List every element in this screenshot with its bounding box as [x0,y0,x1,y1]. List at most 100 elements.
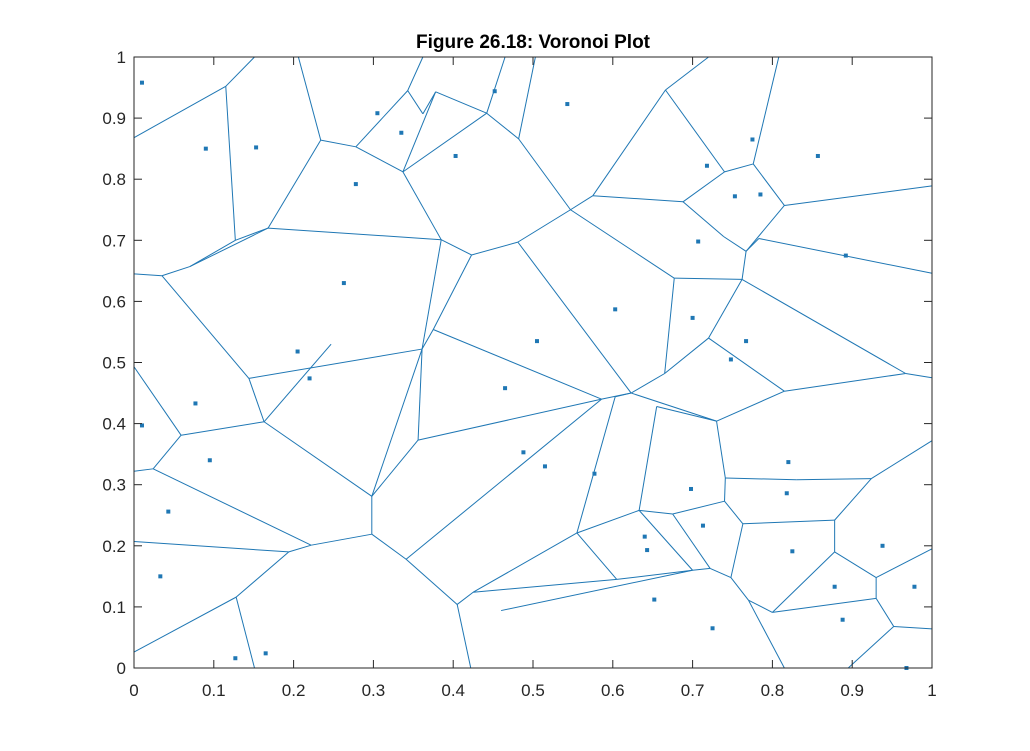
voronoi-edge [248,348,423,379]
voronoi-edge [834,551,877,578]
voronoi-edge [834,478,872,521]
voronoi-edge [268,227,442,241]
seed-point [790,549,795,554]
seed-point [534,339,539,344]
voronoi-edge [630,373,665,394]
voronoi-edge [784,185,933,206]
seed-point [786,460,791,465]
voronoi-edge [225,86,236,241]
y-tick-label: 0.2 [102,537,126,556]
voronoi-edge [570,195,594,211]
voronoi-edge [402,91,437,173]
seed-point [263,651,268,656]
voronoi-edge [847,626,895,669]
voronoi-edge [181,421,265,436]
voronoi-edge [592,195,684,203]
x-tick-label: 0.4 [441,681,465,700]
voronoi-edge [371,439,419,497]
voronoi-edge [402,112,488,173]
voronoi-edge [709,567,732,579]
seed-point [652,597,657,602]
voronoi-edge [422,91,437,115]
voronoi-edge [152,468,312,546]
seed-point [399,130,404,135]
voronoi-edge [656,406,717,422]
seed-point [521,450,526,455]
y-tick-label: 0.8 [102,170,126,189]
voronoi-edge [875,548,933,579]
voronoi-edge [723,236,747,252]
voronoi-edge [638,510,693,571]
voronoi-edge [320,139,356,148]
voronoi-edge [133,541,289,553]
voronoi-edge [417,398,602,441]
voronoi-edge [708,337,785,392]
voronoi-edge [267,139,322,229]
voronoi-edge [189,239,236,268]
voronoi-edge [517,241,632,394]
seed-point [295,349,300,354]
voronoi-edge [741,251,747,280]
voronoi-edge [472,532,578,593]
voronoi-edge [682,201,725,238]
voronoi-edge [796,478,872,481]
y-tick-label: 0.3 [102,476,126,495]
seed-point [912,584,917,589]
y-tick-label: 1 [117,48,126,67]
voronoi-edge [263,421,373,497]
seed-point [784,491,789,496]
seed-point [750,137,755,142]
seed-point [353,182,358,187]
voronoi-edge [405,558,458,605]
voronoi-edge [421,239,442,350]
seed-point [375,111,380,116]
voronoi-edge [456,604,472,669]
voronoi-edge [133,468,154,472]
voronoi-edge [875,598,895,627]
voronoi-edge [402,171,442,240]
voronoi-edge [133,366,182,436]
seed-point [193,401,198,406]
voronoi-edge [189,227,269,268]
voronoi-edge [639,509,673,515]
x-tick-label: 0.8 [761,681,785,700]
voronoi-edge [724,163,754,173]
y-tick-label: 0.9 [102,109,126,128]
seed-point [592,471,597,476]
seed-point [542,464,547,469]
voronoi-edge [471,241,518,256]
voronoi-edge [435,91,487,114]
voronoi-edge [421,329,434,350]
voronoi-edge [486,56,506,114]
voronoi-edge [407,90,424,115]
voronoi-edge [716,421,726,479]
voronoi-edge [517,209,571,243]
voronoi-edge [871,440,933,480]
x-axis: 0 0.1 0.2 0.3 0.4 0.5 0.6 0.7 0.8 0.9 1 [129,57,937,700]
seed-point [710,626,715,631]
seed-point [642,534,647,539]
voronoi-edge [708,279,743,339]
voronoi-edge [674,277,743,280]
seed-point [492,89,497,94]
voronoi-edge [630,392,717,422]
voronoi-edge [518,56,536,139]
voronoi-edge [407,56,424,91]
seed-point [254,145,259,150]
voronoi-edge [518,138,571,211]
voronoi-edge [893,625,933,630]
voronoi-edge [772,597,877,613]
seed-point [139,423,144,428]
x-tick-label: 0.7 [681,681,705,700]
voronoi-edge [417,349,423,441]
voronoi-edge [235,551,290,598]
y-axis: 0 0.1 0.2 0.3 0.4 0.5 0.6 0.7 0.8 0.9 1 [102,48,932,678]
voronoi-edge [748,599,773,613]
voronoi-edge [161,275,250,379]
voronoi-edge [405,398,602,560]
voronoi-edge [665,56,709,91]
seed-point [832,584,837,589]
voronoi-edge [235,227,269,241]
